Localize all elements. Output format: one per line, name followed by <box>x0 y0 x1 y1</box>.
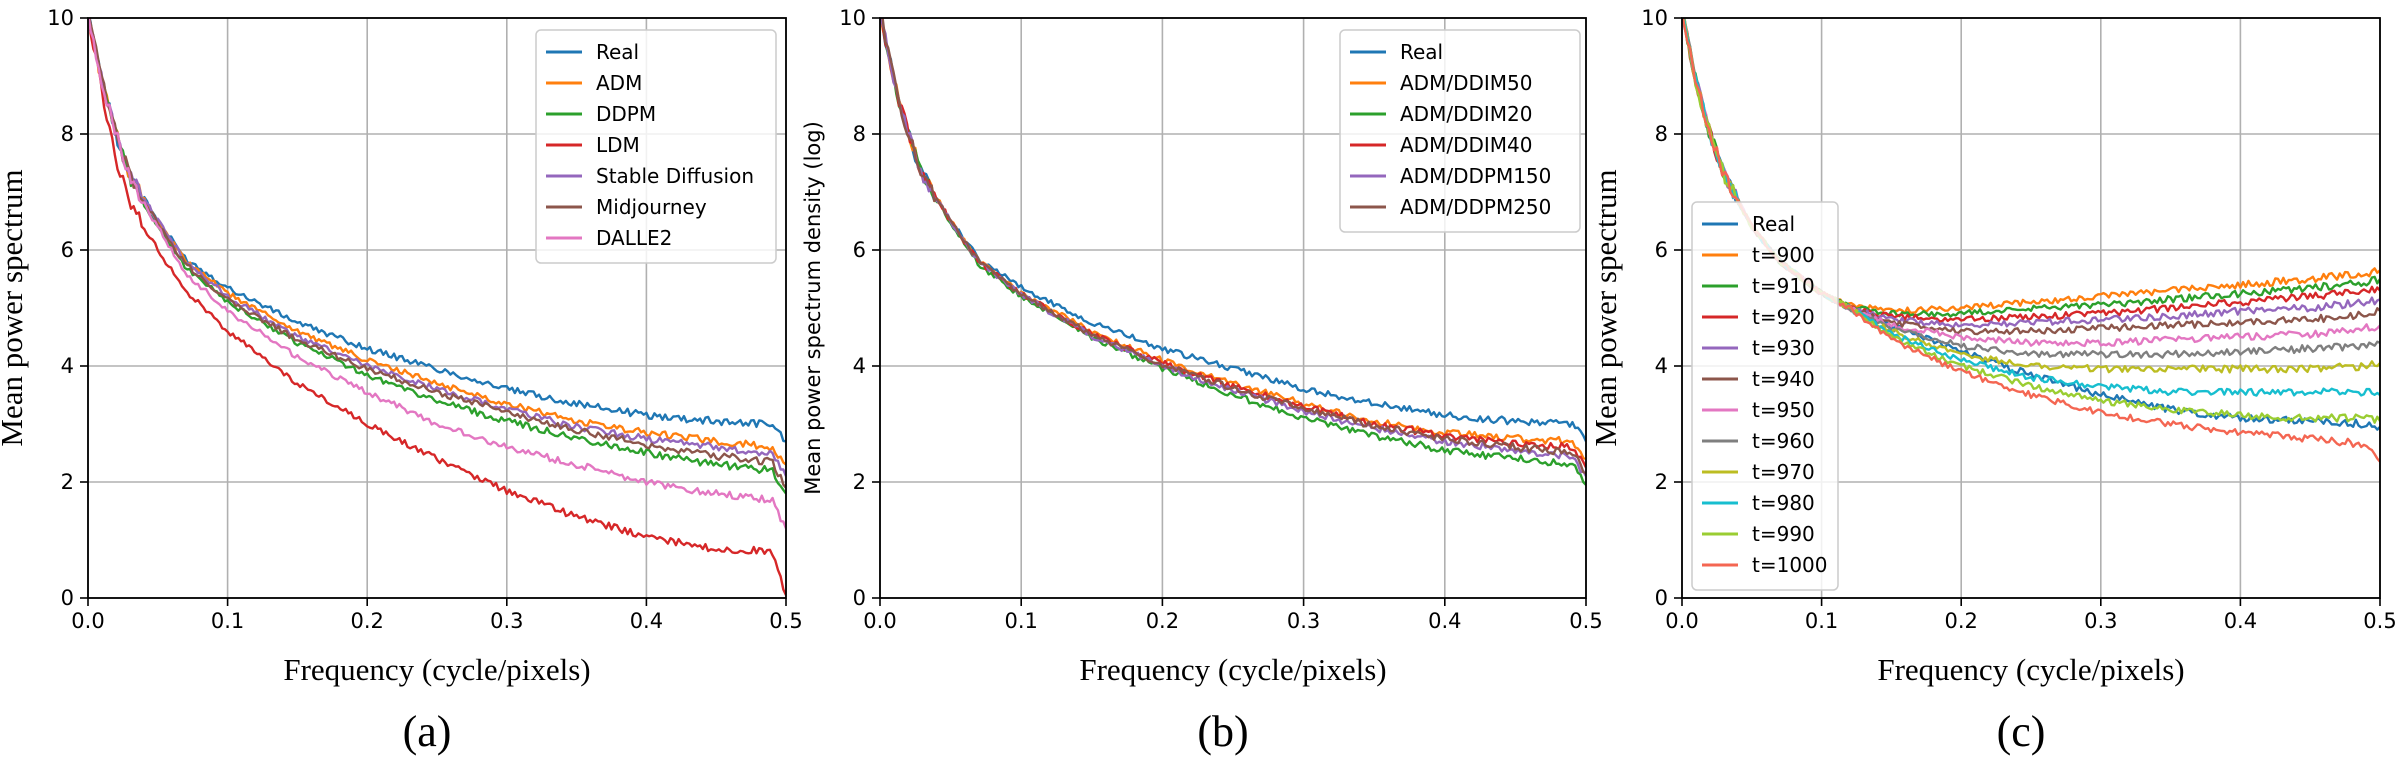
x-tick-label: 0.1 <box>1805 609 1838 633</box>
series-line-ddpm <box>88 18 786 495</box>
legend-entry: Real <box>1752 212 1795 236</box>
legend-box <box>535 29 777 264</box>
legend-box <box>1339 29 1581 233</box>
x-tick-label: 0.4 <box>1428 609 1461 633</box>
y-tick-label: 0 <box>1655 586 1668 610</box>
axes-frame <box>87 17 787 599</box>
legend-entry: t=960 <box>1752 429 1815 453</box>
legend-entry: t=950 <box>1752 398 1815 422</box>
axes-frame <box>879 17 1587 599</box>
x-tick-label: 0.0 <box>71 609 104 633</box>
y-tick-label: 10 <box>1641 6 1668 30</box>
series-line-ldm <box>88 18 786 596</box>
x-tick-label: 0.4 <box>630 609 663 633</box>
legend-box <box>1691 201 1839 591</box>
y-tick-label: 0 <box>853 586 866 610</box>
y-axis-label: Mean power spectrum <box>1588 169 1623 446</box>
y-tick-label: 8 <box>1655 122 1668 146</box>
x-tick-label: 0.0 <box>1665 609 1698 633</box>
legend-entry: t=930 <box>1752 336 1815 360</box>
x-tick-label: 0.2 <box>1146 609 1179 633</box>
legend-entry: DALLE2 <box>596 226 672 250</box>
x-tick-label: 0.2 <box>350 609 383 633</box>
y-tick-label: 2 <box>61 470 74 494</box>
panel-2: 0.0 0.1 0.2 0.3 0.4 0.5 0 2 4 6 8 10 Frequency (cycl… <box>801 6 1603 756</box>
x-tick-label: 0.5 <box>1569 609 1602 633</box>
y-axis-label: Mean power spectrum <box>0 169 29 446</box>
legend: Real t=900 t=910 t=920 t=930 t=940 t=950 t=960 t… <box>1691 201 1839 591</box>
y-tick-label: 6 <box>853 238 866 262</box>
legend-entry: ADM/DDPM250 <box>1400 195 1551 219</box>
y-tick-label: 6 <box>1655 238 1668 262</box>
x-tick-label: 0.3 <box>2084 609 2117 633</box>
panel-label: (a) <box>403 707 452 756</box>
x-tick-label: 0.0 <box>863 609 896 633</box>
y-tick-label: 4 <box>61 354 74 378</box>
x-tick-label: 0.2 <box>1944 609 1977 633</box>
series-line-adm <box>88 18 786 466</box>
legend-entry: Midjourney <box>596 195 707 219</box>
legend-entry: ADM <box>596 71 642 95</box>
legend-entry: LDM <box>596 133 640 157</box>
legend: Real ADM/DDIM50 ADM/DDIM20 ADM/DDIM40 ADM/DD… <box>1339 29 1581 233</box>
series-line-dalle2 <box>88 18 786 529</box>
legend-entry: t=970 <box>1752 460 1815 484</box>
x-axis-label: Frequency (cycle/pixels) <box>283 652 590 687</box>
axes-frame <box>1681 17 2381 599</box>
series-group <box>88 18 786 596</box>
legend-entry: ADM/DDPM150 <box>1400 164 1551 188</box>
legend-entry: ADM/DDIM20 <box>1400 102 1532 126</box>
series-line-adm-ddpm250 <box>881 18 1586 475</box>
y-tick-label: 8 <box>61 122 74 146</box>
x-tick-label: 0.5 <box>2363 609 2396 633</box>
y-tick-label: 4 <box>853 354 866 378</box>
x-tick-label: 0.5 <box>769 609 802 633</box>
legend-entry: ADM/DDIM50 <box>1400 71 1532 95</box>
legend: Real ADM DDPM LDM Stable Diffusion Midjourney… <box>535 29 777 264</box>
series-line-adm-ddim40 <box>880 18 1586 469</box>
panel-label: (c) <box>1997 707 2046 756</box>
y-tick-label: 10 <box>47 6 74 30</box>
x-tick-label: 0.1 <box>211 609 244 633</box>
legend-entry: t=910 <box>1752 274 1815 298</box>
y-tick-label: 4 <box>1655 354 1668 378</box>
legend-entry: DDPM <box>596 102 656 126</box>
y-tick-label: 2 <box>853 470 866 494</box>
legend-entry: Stable Diffusion <box>596 164 754 188</box>
y-tick-label: 0 <box>61 586 74 610</box>
y-tick-label: 2 <box>1655 470 1668 494</box>
legend-entry: t=920 <box>1752 305 1815 329</box>
x-tick-label: 0.3 <box>490 609 523 633</box>
legend-entry: t=900 <box>1752 243 1815 267</box>
legend-entry: ADM/DDIM40 <box>1400 133 1532 157</box>
legend-entry: t=990 <box>1752 522 1815 546</box>
x-axis-label: Frequency (cycle/pixels) <box>1079 652 1386 687</box>
legend-entry: t=980 <box>1752 491 1815 515</box>
series-line-stable-diffusion <box>88 18 786 477</box>
y-tick-label: 8 <box>853 122 866 146</box>
legend-entry: Real <box>596 40 639 64</box>
series-line-midjourney <box>88 18 786 489</box>
x-tick-label: 0.3 <box>1287 609 1320 633</box>
x-tick-label: 0.1 <box>1004 609 1037 633</box>
y-tick-label: 10 <box>839 6 866 30</box>
panel-label: (b) <box>1197 707 1248 756</box>
y-tick-label: 6 <box>61 238 74 262</box>
y-axis-label: Mean power spectrum density (log) <box>801 121 825 495</box>
series-line-real <box>880 18 1586 442</box>
x-tick-label: 0.4 <box>2224 609 2257 633</box>
panel-1: 0.0 0.1 0.2 0.3 0.4 0.5 0 2 4 6 8 10 Frequency (cycl… <box>0 6 803 756</box>
legend-entry: t=940 <box>1752 367 1815 391</box>
legend-entry: t=1000 <box>1752 553 1828 577</box>
x-axis-label: Frequency (cycle/pixels) <box>1877 652 2184 687</box>
legend-entry: Real <box>1400 40 1443 64</box>
panel-3: 0.0 0.1 0.2 0.3 0.4 0.5 0 2 4 6 8 10 Frequency (cycl… <box>1588 6 2397 756</box>
series-group <box>880 18 1586 486</box>
